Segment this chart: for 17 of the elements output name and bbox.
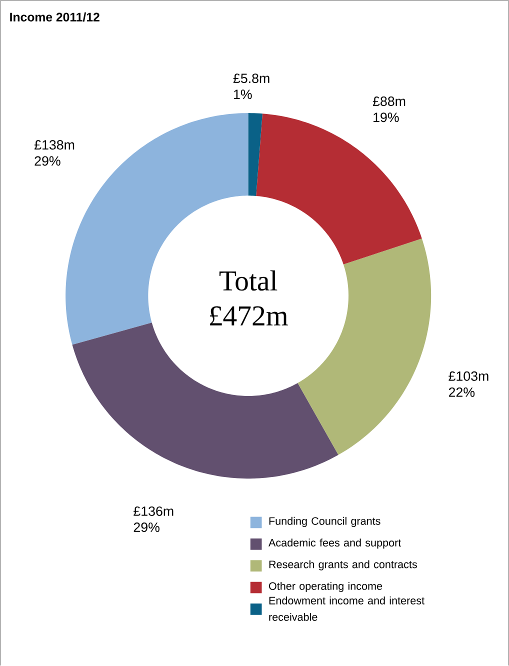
- data-label: £136m: [134, 506, 174, 516]
- text: 19%: [374, 112, 399, 122]
- legend-label: Other operating income: [268, 582, 382, 592]
- legend-label: Research grants and contracts: [269, 560, 417, 570]
- data-label: £103m: [448, 371, 488, 381]
- legend-label: Endowment income and interest receivable: [269, 596, 424, 621]
- text: 1%: [234, 90, 252, 100]
- text: Total £472m: [210, 270, 288, 326]
- data-label: £138m: [34, 140, 74, 150]
- text: 29%: [134, 522, 160, 532]
- data-label: £88m: [372, 96, 406, 106]
- text: 29%: [34, 156, 60, 166]
- chart-title: Income 2011/12: [10, 12, 100, 22]
- data-label: £5.8m: [233, 74, 270, 84]
- legend-label: Academic fees and support: [268, 538, 402, 549]
- legend-label: Funding Council grants: [269, 516, 380, 527]
- text: 22%: [448, 387, 475, 397]
